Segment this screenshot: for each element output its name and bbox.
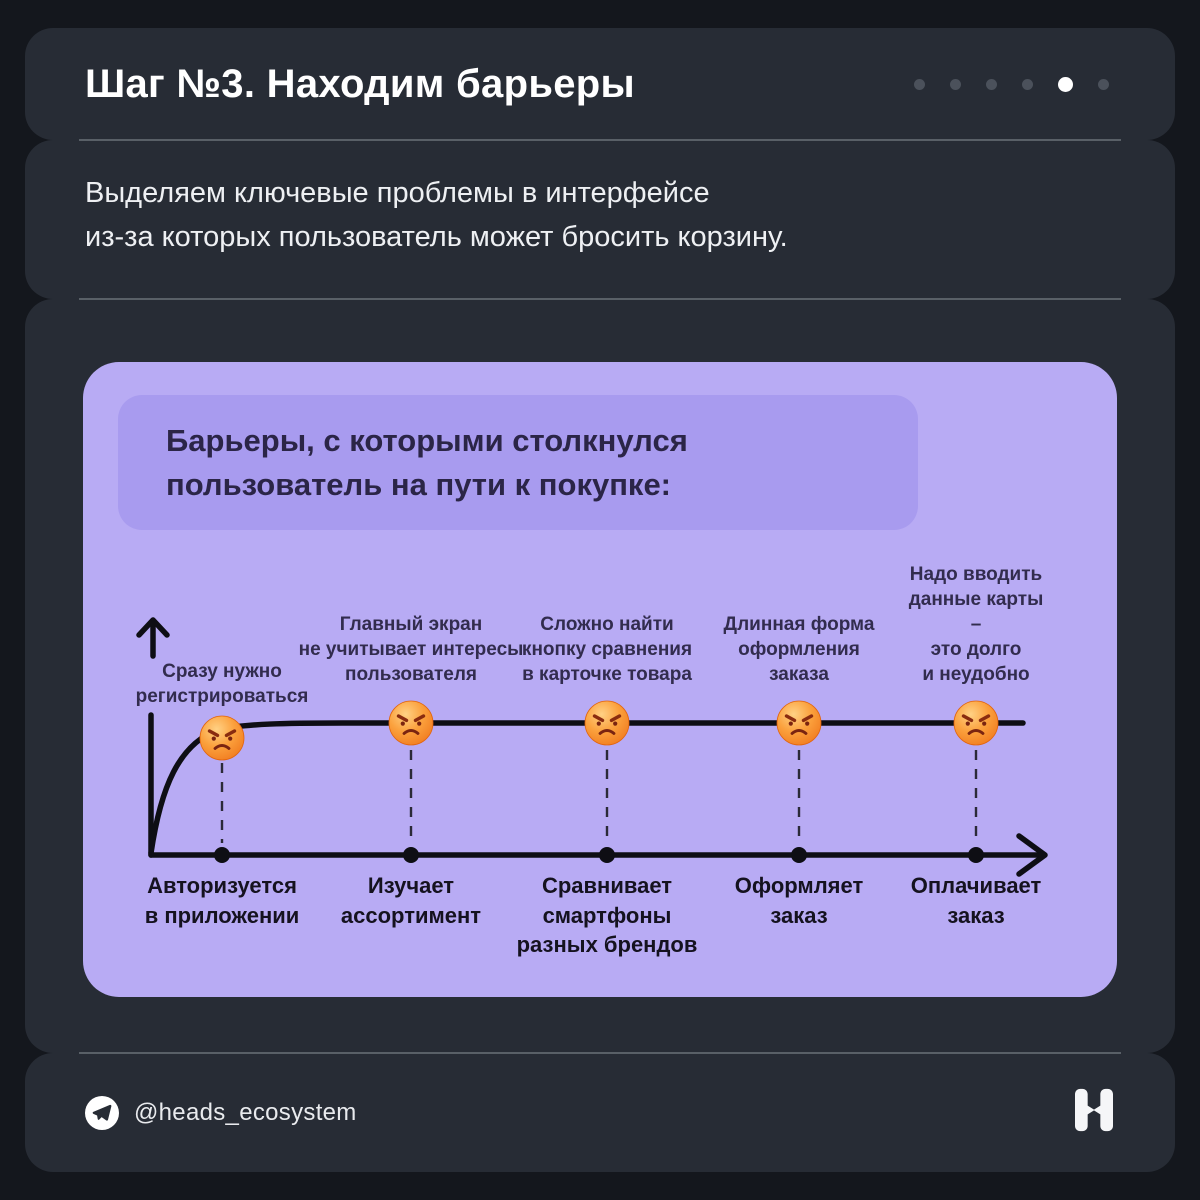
barriers-title-box: Барьеры, с которыми столкнулся пользоват… [118,395,918,530]
barrier-label-3: Сложно найти кнопку сравнения в карточке… [521,613,693,685]
heads-logo [1075,1088,1113,1137]
barrier-label-5: Надо вводить данные карты – это долго и … [908,563,1044,685]
axis-dots [214,847,984,863]
droplines [220,750,978,843]
telegram-icon[interactable] [85,1095,119,1130]
pagination-dot-6[interactable] [1098,78,1109,90]
pagination-dot-2[interactable] [950,78,961,90]
angry-emoji-icon-4 [775,699,823,747]
footer-section: @heads_ecosystem [25,1053,1175,1172]
angry-emoji-icon-2 [387,699,435,747]
barrier-label-1: Сразу нужно регистрироваться [135,660,309,707]
journey-curve [148,720,1026,856]
journey-chart: Сразу нужно регистрироваться Главный экр… [83,362,1117,997]
subtitle-text: Выделяем ключевые проблемы в интерфейсе … [85,177,788,253]
pagination-dots [914,76,1109,92]
axes [148,712,1048,877]
barriers-title: Барьеры, с которыми столкнулся пользоват… [166,423,688,502]
barrier-label-2: Главный экран не учитывает интересы поль… [298,613,524,685]
pagination-dot-1[interactable] [914,78,925,90]
stage-label-1: Авторизуется в приложении [144,873,300,928]
telegram-handle[interactable]: @heads_ecosystem [134,1098,357,1126]
pagination-dot-4[interactable] [1022,78,1033,90]
y-axis-arrow-icon [136,617,170,659]
page-title: Шаг №3. Находим барьеры [85,61,635,106]
angry-emoji-icon-3 [583,699,631,747]
pagination-dot-3[interactable] [986,78,997,90]
main-section: Барьеры, с которыми столкнулся пользоват… [25,299,1175,1053]
x-axis-arrow-icon [1016,833,1048,877]
journey-curve-plot [136,617,1048,877]
angry-emoji-icon-5 [952,699,1000,747]
subtitle-section: Выделяем ключевые проблемы в интерфейсе … [25,140,1175,299]
pagination-dot-5-active[interactable] [1058,76,1073,92]
telegram-link[interactable]: @heads_ecosystem [85,1095,357,1130]
angry-emoji-icon-1 [198,714,246,762]
header-section: Шаг №3. Находим барьеры [25,28,1175,140]
stage-label-5: Оплачивает заказ [910,873,1042,928]
barrier-label-4: Длинная форма оформления заказа [723,613,875,685]
stage-label-4: Оформляет заказ [734,873,864,928]
journey-chart-card: Барьеры, с которыми столкнулся пользоват… [83,362,1117,997]
stage-label-2: Изучает ассортимент [340,873,482,928]
stage-label-3: Сравнивает смартфоны разных брендов [516,873,698,958]
